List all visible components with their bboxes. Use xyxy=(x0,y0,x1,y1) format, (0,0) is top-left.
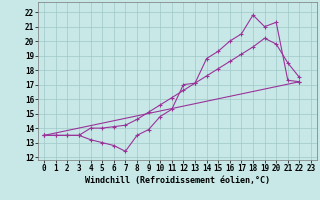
X-axis label: Windchill (Refroidissement éolien,°C): Windchill (Refroidissement éolien,°C) xyxy=(85,176,270,185)
